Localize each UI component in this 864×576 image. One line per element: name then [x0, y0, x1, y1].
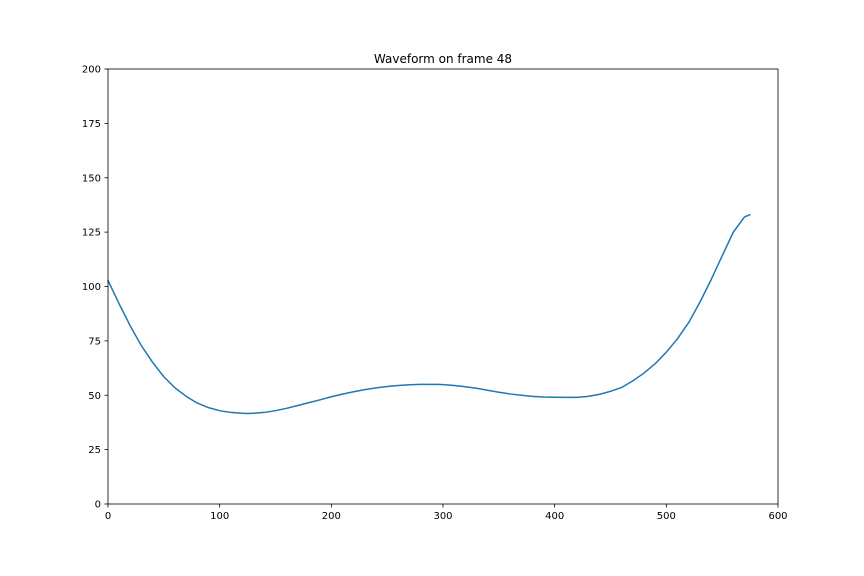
y-tick-label: 200 [82, 65, 101, 76]
x-axis: 0 100 200 300 400 500 600 [105, 504, 788, 522]
y-tick-label: 25 [88, 445, 101, 456]
y-tick-label: 75 [88, 336, 101, 347]
y-tick-label: 125 [82, 228, 101, 239]
y-axis: 0 25 50 75 100 125 150 175 200 [82, 65, 108, 511]
plot-series [107, 213, 751, 415]
x-tick-label: 200 [322, 511, 341, 522]
y-tick-label: 100 [82, 282, 101, 293]
series-line-0 [107, 213, 751, 415]
y-tick-label: 0 [95, 500, 101, 511]
x-tick-label: 400 [545, 511, 564, 522]
y-tick-label: 175 [82, 119, 101, 130]
x-tick-label: 100 [210, 511, 229, 522]
x-tick-label: 0 [105, 511, 111, 522]
chart-title: Waveform on frame 48 [374, 52, 512, 66]
x-tick-label: 300 [433, 511, 452, 522]
y-tick-label: 50 [88, 391, 101, 402]
y-tick-label: 150 [82, 173, 101, 184]
x-tick-label: 500 [657, 511, 676, 522]
axes-frame [107, 68, 779, 505]
x-tick-label: 600 [768, 511, 787, 522]
